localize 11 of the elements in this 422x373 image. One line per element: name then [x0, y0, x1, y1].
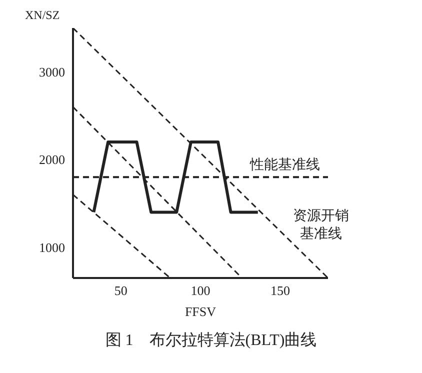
text: 图 1 布尔拉特算法(BLT)曲线	[104, 330, 318, 351]
y-axis-title: XN/SZ	[25, 8, 60, 23]
x-axis-title: FFSV	[184, 304, 217, 319]
y-tick-label: 2000	[39, 152, 65, 168]
x-tick-label: 150	[270, 283, 290, 298]
x-tick-label: 50	[114, 283, 128, 298]
y-tick-label: 3000	[39, 64, 65, 80]
annotation: 资源开销基准线	[292, 208, 350, 244]
ref-line-label: 性能基准线	[249, 157, 320, 174]
y-tick-label: 1000	[39, 240, 65, 255]
x-tick-label: 100	[190, 283, 210, 298]
